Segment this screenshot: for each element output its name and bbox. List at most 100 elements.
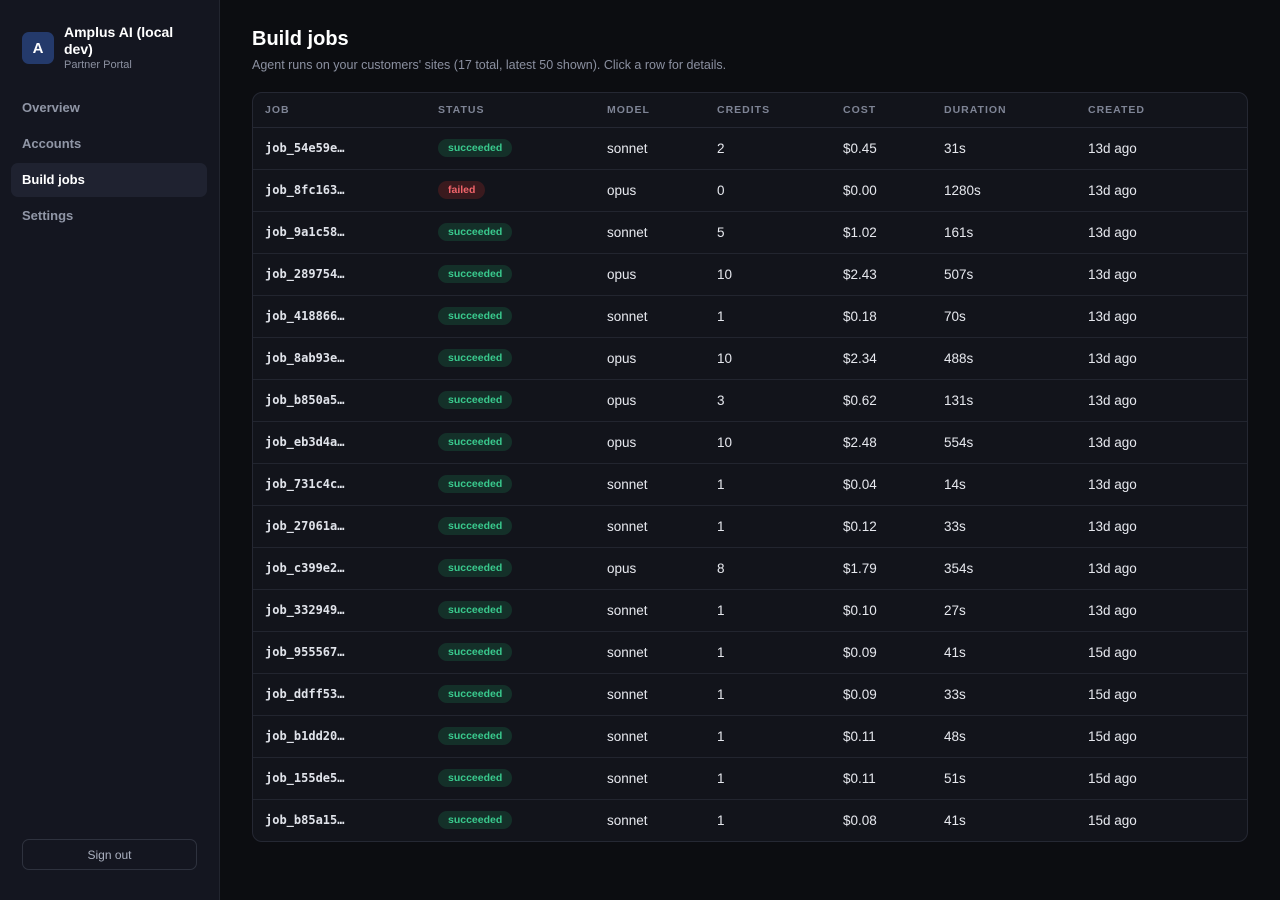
cell-status: succeeded [426, 253, 595, 296]
cell-created: 13d ago [1076, 379, 1247, 422]
sidebar-item-build-jobs[interactable]: Build jobs [11, 163, 207, 197]
cell-credits: 8 [705, 547, 831, 590]
status-badge: succeeded [438, 475, 513, 493]
jobs-table-container: JOB STATUS MODEL CREDITS COST DURATION CREATED… [252, 92, 1248, 842]
cell-job: job_332949… [253, 589, 426, 632]
cell-duration: 14s [932, 463, 1076, 506]
cell-job: job_b85a15… [265, 813, 345, 828]
table-row[interactable]: job_155de5… succeeded sonnet 1 $0.11 51s 15d a… [253, 757, 1247, 800]
sidebar-item-settings[interactable]: Settings [22, 208, 74, 223]
cell-model: sonnet [595, 295, 705, 338]
cell-cost: $2.48 [831, 421, 932, 464]
sidebar-nav: Overview Accounts Build jobs Settings [11, 91, 207, 235]
cell-status: succeeded [426, 379, 595, 422]
cell-duration: 51s [932, 757, 1076, 800]
table-row[interactable]: job_eb3d4a… succeeded opus 10 $2.48 554s 13d a… [253, 421, 1247, 464]
cell-cost: $0.45 [831, 127, 932, 170]
sidebar-item-overview[interactable]: Overview [22, 100, 80, 115]
cell-job: job_27061a… [253, 505, 426, 548]
table-row[interactable]: job_731c4c… succeeded sonnet 1 $0.04 14s 13d a… [253, 463, 1247, 506]
cell-created: 13d ago [1076, 589, 1247, 632]
status-badge: succeeded [438, 265, 513, 283]
cell-credits: 1 [717, 812, 725, 828]
cell-status: succeeded [426, 589, 595, 632]
cell-duration: 131s [932, 379, 1076, 422]
cell-model: sonnet [607, 812, 648, 828]
table-row[interactable]: job_8fc163… failed opus 0 $0.00 1280s 13d ago [253, 169, 1247, 212]
cell-model: sonnet [595, 211, 705, 254]
cell-duration: 33s [932, 505, 1076, 548]
cell-duration: 27s [932, 589, 1076, 632]
column-header-status: STATUS [426, 93, 595, 128]
cell-duration: 488s [932, 337, 1076, 380]
cell-created: 15d ago [1076, 673, 1247, 716]
cell-credits: 2 [705, 127, 831, 170]
table-row[interactable]: job_c399e2… succeeded opus 8 $1.79 354s 13d ag… [253, 547, 1247, 590]
cell-model: opus [595, 169, 705, 212]
table-row[interactable]: job_ddff53… succeeded sonnet 1 $0.09 33s 15d a… [253, 673, 1247, 716]
cell-cost: $0.00 [831, 169, 932, 212]
table-row[interactable]: job_b1dd20… succeeded sonnet 1 $0.11 48s 15d a… [253, 715, 1247, 758]
cell-model: sonnet [595, 631, 705, 674]
cell-created: 13d ago [1076, 211, 1247, 254]
status-badge: succeeded [438, 727, 513, 745]
cell-status: succeeded [426, 421, 595, 464]
cell-cost: $0.04 [831, 463, 932, 506]
cell-cost: $2.34 [831, 337, 932, 380]
brand-subtitle: Partner Portal [64, 59, 132, 71]
cell-job: job_9a1c58… [253, 211, 426, 254]
cell-cost: $0.09 [831, 631, 932, 674]
column-header-duration: DURATION [932, 93, 1076, 128]
cell-created: 15d ago [1076, 715, 1247, 758]
cell-credits: 0 [705, 169, 831, 212]
status-badge: succeeded [438, 433, 513, 451]
cell-created: 13d ago [1076, 253, 1247, 296]
jobs-table: JOB STATUS MODEL CREDITS COST DURATION CREATED… [253, 93, 1247, 841]
table-row[interactable]: job_54e59e… succeeded sonnet 2 $0.45 31s 13d a… [253, 127, 1247, 170]
table-row[interactable]: job_289754… succeeded opus 10 $2.43 507s 13d a… [253, 253, 1247, 296]
cell-cost: $0.10 [831, 589, 932, 632]
cell-job: job_955567… [253, 631, 426, 674]
cell-job: job_ddff53… [253, 673, 426, 716]
cell-created: 13d ago [1076, 337, 1247, 380]
cell-credits: 10 [705, 253, 831, 296]
cell-model: sonnet [595, 127, 705, 170]
table-row[interactable]: job_418866… succeeded sonnet 1 $0.18 70s 13d a… [253, 295, 1247, 338]
sign-out-button[interactable]: Sign out [22, 839, 197, 870]
cell-cost: $0.11 [831, 715, 932, 758]
jobs-table-body: job_54e59e… succeeded sonnet 2 $0.45 31s 13d a… [253, 127, 1247, 841]
cell-duration: 41s [944, 812, 966, 828]
cell-model: sonnet [595, 715, 705, 758]
cell-model: opus [595, 253, 705, 296]
cell-status: succeeded [426, 463, 595, 506]
page-title: Build jobs [252, 28, 349, 50]
cell-created: 15d ago [1076, 757, 1247, 800]
table-row[interactable]: job_955567… succeeded sonnet 1 $0.09 41s 15d a… [253, 631, 1247, 674]
cell-created: 13d ago [1076, 169, 1247, 212]
status-badge: succeeded [438, 139, 513, 157]
cell-duration: 48s [932, 715, 1076, 758]
brand: A Amplus AI (local dev) Partner Portal [22, 24, 194, 71]
sidebar-item-accounts[interactable]: Accounts [22, 136, 82, 151]
cell-credits: 3 [705, 379, 831, 422]
table-row[interactable]: job_8ab93e… succeeded opus 10 $2.34 488s 13d a… [253, 337, 1247, 380]
table-row[interactable]: job_b850a5… succeeded opus 3 $0.62 131s 13d ag… [253, 379, 1247, 422]
cell-credits: 1 [705, 295, 831, 338]
table-row[interactable]: job_332949… succeeded sonnet 1 $0.10 27s 13d a… [253, 589, 1247, 632]
status-badge: succeeded [438, 517, 513, 535]
cell-cost: $0.08 [843, 812, 877, 828]
cell-duration: 161s [932, 211, 1076, 254]
status-badge: succeeded [438, 601, 513, 619]
brand-name: Amplus AI (local dev) [64, 24, 174, 57]
cell-status: failed [426, 169, 595, 212]
cell-status: succeeded [426, 799, 595, 841]
cell-status: succeeded [426, 295, 595, 338]
status-badge: succeeded [438, 559, 513, 577]
cell-duration: 41s [932, 631, 1076, 674]
cell-credits: 5 [705, 211, 831, 254]
table-row[interactable]: job_27061a… succeeded sonnet 1 $0.12 33s 13d a… [253, 505, 1247, 548]
table-row[interactable]: job_b85a15… succeeded sonnet 1 $0.08 41s 15d a… [253, 799, 1247, 841]
cell-job: job_8ab93e… [253, 337, 426, 380]
table-row[interactable]: job_9a1c58… succeeded sonnet 5 $1.02 161s 13d … [253, 211, 1247, 254]
cell-model: opus [595, 547, 705, 590]
